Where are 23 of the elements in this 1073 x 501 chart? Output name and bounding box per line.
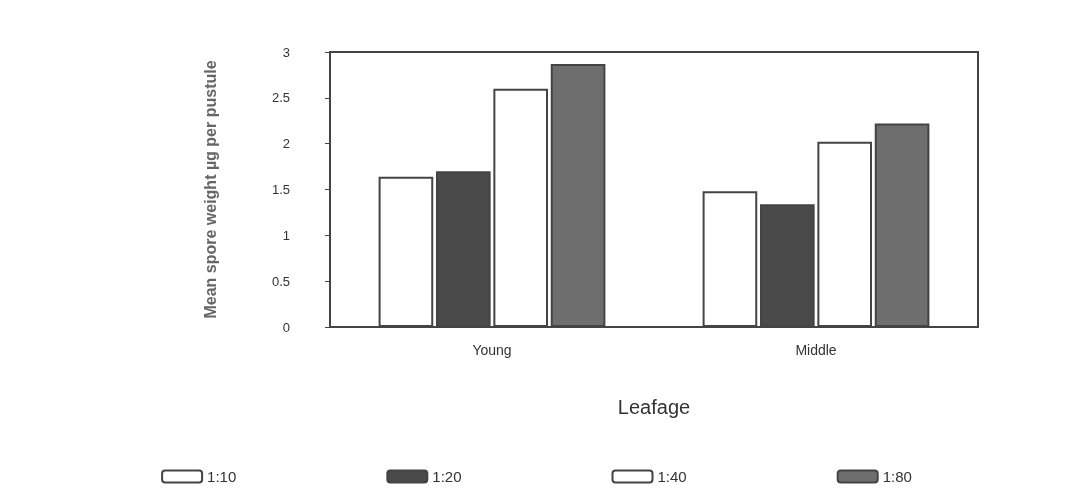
bar xyxy=(550,63,606,327)
y-tick-label: 2.5 xyxy=(271,90,290,106)
legend-label: 1:20 xyxy=(432,468,462,485)
legend-label: 1:10 xyxy=(207,468,237,485)
x-tick-label: Middle xyxy=(795,342,837,358)
bar xyxy=(817,141,873,327)
legend-label: 1:80 xyxy=(882,468,912,485)
legend-label: 1:40 xyxy=(657,468,687,485)
bar xyxy=(874,123,930,327)
x-axis-title: Leafage xyxy=(617,396,691,418)
y-tick-label: 3 xyxy=(282,44,290,60)
y-tick-label: 0 xyxy=(282,319,290,335)
y-tick-label: 1 xyxy=(282,227,290,243)
y-axis-title: Mean spore weight µg per pustule xyxy=(201,60,219,319)
bar xyxy=(759,204,815,327)
bar xyxy=(493,88,549,327)
x-tick-label: Young xyxy=(472,342,512,358)
bar xyxy=(378,176,434,327)
bar xyxy=(435,171,491,327)
y-tick-label: 1.5 xyxy=(271,182,290,197)
bar xyxy=(702,191,758,327)
y-tick-label: 2 xyxy=(282,136,290,152)
y-tick-label: 0.5 xyxy=(271,273,290,289)
